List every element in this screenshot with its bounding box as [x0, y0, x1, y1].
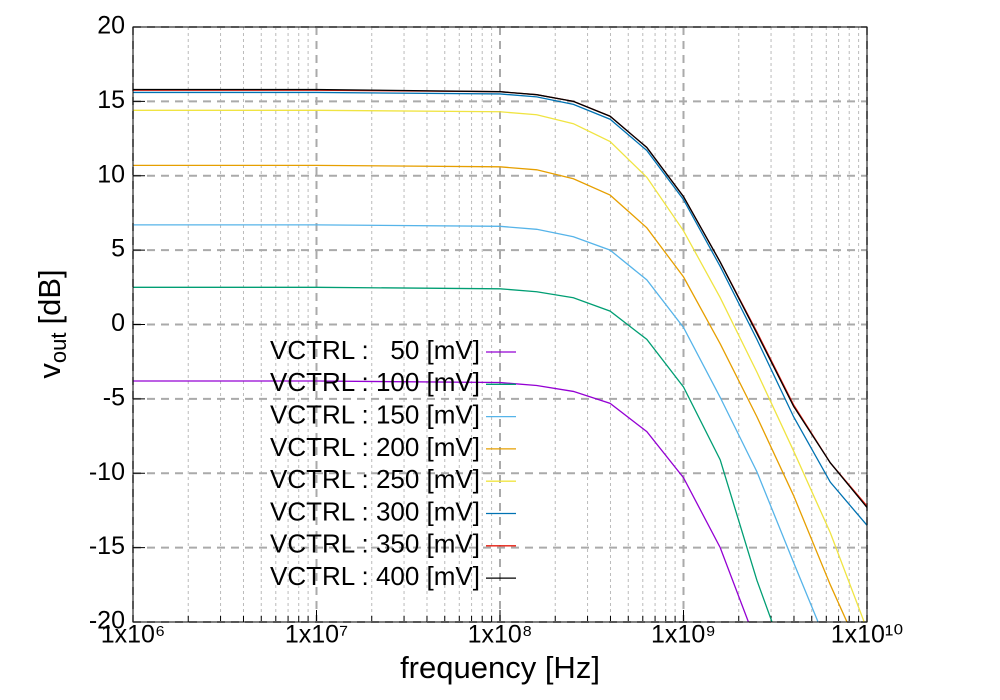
y-axis-label-sub: out — [46, 333, 71, 364]
legend-label: VCTRL : 150 [mV] — [270, 399, 480, 429]
y-axis-label-main: v — [32, 363, 67, 379]
x-tick-label: 1x10⁷ — [285, 621, 348, 649]
plot-frame — [132, 26, 868, 623]
x-tick-label: 1x10⁹ — [651, 621, 716, 649]
legend: VCTRL : 50 [mV]VCTRL : 100 [mV]VCTRL : 1… — [270, 335, 516, 591]
series-line — [133, 224, 819, 622]
legend-label: VCTRL : 350 [mV] — [270, 529, 480, 559]
y-tick-label: 10 — [97, 160, 125, 188]
legend-label: VCTRL : 250 [mV] — [270, 464, 480, 494]
series-line — [133, 164, 848, 622]
y-tick-label: -5 — [103, 383, 125, 411]
x-tick-label: 1x10¹⁰ — [831, 621, 904, 649]
plot-lines — [133, 88, 867, 622]
y-tick-label: 15 — [97, 86, 125, 114]
y-tick-label: 0 — [111, 309, 125, 337]
x-axis-label: frequency [Hz] — [400, 650, 600, 685]
series-line — [133, 88, 867, 508]
legend-label: VCTRL : 100 [mV] — [270, 367, 480, 397]
legend-label: VCTRL : 400 [mV] — [270, 561, 480, 591]
y-tick-label: -10 — [89, 458, 125, 486]
legend-label: VCTRL : 50 [mV] — [270, 335, 480, 365]
grid — [132, 26, 868, 623]
series-line — [133, 109, 865, 622]
series-line — [133, 380, 750, 622]
series-line — [133, 286, 773, 622]
legend-label: VCTRL : 300 [mV] — [270, 496, 480, 526]
y-tick-label: -20 — [89, 607, 125, 635]
y-tick-label: 5 — [111, 235, 125, 263]
legend-label: VCTRL : 200 [mV] — [270, 432, 480, 462]
y-axis-label: vout [dB] — [32, 269, 71, 378]
labels: 1x10⁶ 1x10⁷ 1x10⁸ 1x10⁹ 1x10¹⁰ -20 -15 -10 -5 0 5 1… — [89, 12, 903, 649]
y-tick-label: 20 — [97, 12, 125, 40]
y-axis-label-unit: [dB] — [32, 269, 67, 324]
series-line — [133, 91, 867, 526]
x-tick-label: 1x10⁶ — [101, 621, 166, 649]
x-tick-label: 1x10⁸ — [468, 621, 533, 649]
y-tick-label: -15 — [89, 532, 125, 560]
